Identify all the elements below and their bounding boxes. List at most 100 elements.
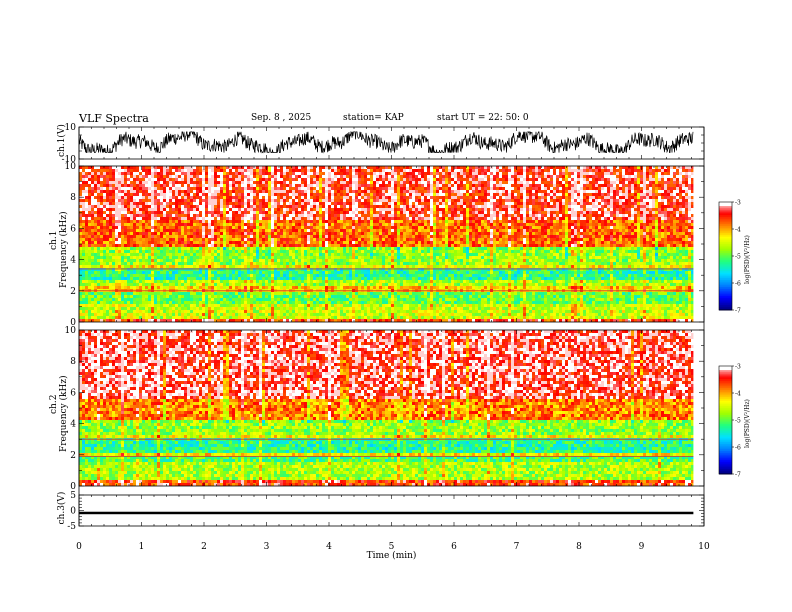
- spectrogram-cell: [166, 175, 169, 178]
- spectrogram-cell: [334, 271, 337, 274]
- ch1-x-ticks: [78, 127, 705, 159]
- spectrogram-cell: [337, 298, 340, 301]
- spectrogram-cell: [202, 277, 205, 280]
- spectrogram-cell: [133, 310, 136, 313]
- spectrogram-cell: [313, 172, 316, 175]
- spectrogram-cell: [331, 208, 334, 211]
- spectrogram-cell: [94, 253, 97, 256]
- spectrogram-cell: [340, 301, 343, 304]
- spectrogram-cell: [358, 181, 361, 184]
- spectrogram-cell: [337, 223, 340, 226]
- spectrogram-cell: [292, 172, 295, 175]
- spectrogram-cell: [244, 238, 247, 241]
- spectrogram-cell: [115, 214, 118, 217]
- spectrogram-cell: [226, 184, 229, 187]
- spectrogram-cell: [328, 172, 331, 175]
- spectrogram-cell: [217, 283, 220, 286]
- spectrogram-cell: [241, 202, 244, 205]
- spectrogram-cell: [292, 262, 295, 265]
- spectrogram-cell: [184, 241, 187, 244]
- spectrogram-cell: [361, 286, 364, 289]
- spectrogram-cell: [262, 178, 265, 181]
- spectrogram-cell: [82, 268, 85, 271]
- spectrogram-cell: [364, 199, 367, 202]
- spectrogram-cell: [337, 217, 340, 220]
- spectrogram-cell: [343, 295, 346, 298]
- spectrogram-cell: [121, 187, 124, 190]
- spectrogram-cell: [145, 193, 148, 196]
- spectrogram-cell: [271, 274, 274, 277]
- spectrogram-cell: [247, 223, 250, 226]
- spectrogram-cell: [322, 253, 325, 256]
- spectrogram-cell: [172, 187, 175, 190]
- spectrogram-cell: [244, 307, 247, 310]
- spectrogram-cell: [85, 205, 88, 208]
- spectrogram-cell: [154, 223, 157, 226]
- spectrogram-cell: [100, 235, 103, 238]
- spectrogram-cell: [292, 319, 295, 322]
- date-label: Sep. 8 , 2025: [251, 113, 311, 123]
- spectrogram-cell: [289, 274, 292, 277]
- spectrogram-cell: [109, 226, 112, 229]
- spectrogram-cell: [340, 259, 343, 262]
- spectrogram-cell: [178, 172, 181, 175]
- spectrogram-cell: [268, 175, 271, 178]
- spectrogram-cell: [358, 265, 361, 268]
- spectrogram-cell: [202, 229, 205, 232]
- spectrogram-cell: [346, 166, 349, 169]
- spectrogram-cell: [241, 280, 244, 283]
- spectrogram-cell: [289, 184, 292, 187]
- spectrogram-cell: [271, 226, 274, 229]
- spectrogram-cell: [280, 307, 283, 310]
- spectrogram-cell: [130, 238, 133, 241]
- spectrogram-cell: [175, 313, 178, 316]
- spectrogram-cell: [127, 199, 130, 202]
- spectrogram-cell: [274, 187, 277, 190]
- spectrogram-cell: [364, 187, 367, 190]
- spectrogram-cell: [79, 316, 82, 319]
- spectrogram-cell: [97, 301, 100, 304]
- spectrogram-cell: [148, 205, 151, 208]
- spectrogram-cell: [259, 316, 262, 319]
- spectrogram-cell: [346, 286, 349, 289]
- spectrogram-cell: [316, 259, 319, 262]
- spectrogram-cell: [223, 262, 226, 265]
- spectrogram-cell: [211, 202, 214, 205]
- spectrogram-cell: [217, 253, 220, 256]
- spectrogram-cell: [82, 217, 85, 220]
- spectrogram-cell: [253, 187, 256, 190]
- spectrogram-cell: [283, 229, 286, 232]
- spectrogram-cell: [97, 256, 100, 259]
- spectrogram-cell: [106, 202, 109, 205]
- spectrogram-cell: [286, 229, 289, 232]
- spectrogram-cell: [322, 208, 325, 211]
- spectrogram-cell: [199, 217, 202, 220]
- spectrogram-cell: [91, 253, 94, 256]
- spectrogram-cell: [226, 181, 229, 184]
- spectrogram-cell: [130, 316, 133, 319]
- spectrogram-cell: [157, 298, 160, 301]
- spectrogram-cell: [145, 187, 148, 190]
- spectrogram-cell: [265, 181, 268, 184]
- spectrogram-cell: [241, 184, 244, 187]
- spectrogram-cell: [229, 307, 232, 310]
- spectrogram-cell: [337, 310, 340, 313]
- spectrogram-cell: [175, 175, 178, 178]
- spectrogram-cell: [163, 262, 166, 265]
- spectrogram-cell: [307, 211, 310, 214]
- spectrogram-cell: [208, 286, 211, 289]
- spectrogram-cell: [322, 286, 325, 289]
- spectrogram-cell: [277, 208, 280, 211]
- spectrogram-cell: [136, 244, 139, 247]
- spectrogram-cell: [223, 292, 226, 295]
- spectrogram-cell: [340, 295, 343, 298]
- spectrogram-cell: [139, 295, 142, 298]
- spectrogram-cell: [91, 292, 94, 295]
- spectrogram-cell: [166, 319, 169, 322]
- spectrogram-cell: [259, 274, 262, 277]
- spectrogram-cell: [211, 241, 214, 244]
- spectrogram-cell: [181, 256, 184, 259]
- spectrogram-cell: [262, 298, 265, 301]
- spectrogram-cell: [298, 283, 301, 286]
- spectrogram-cell: [241, 307, 244, 310]
